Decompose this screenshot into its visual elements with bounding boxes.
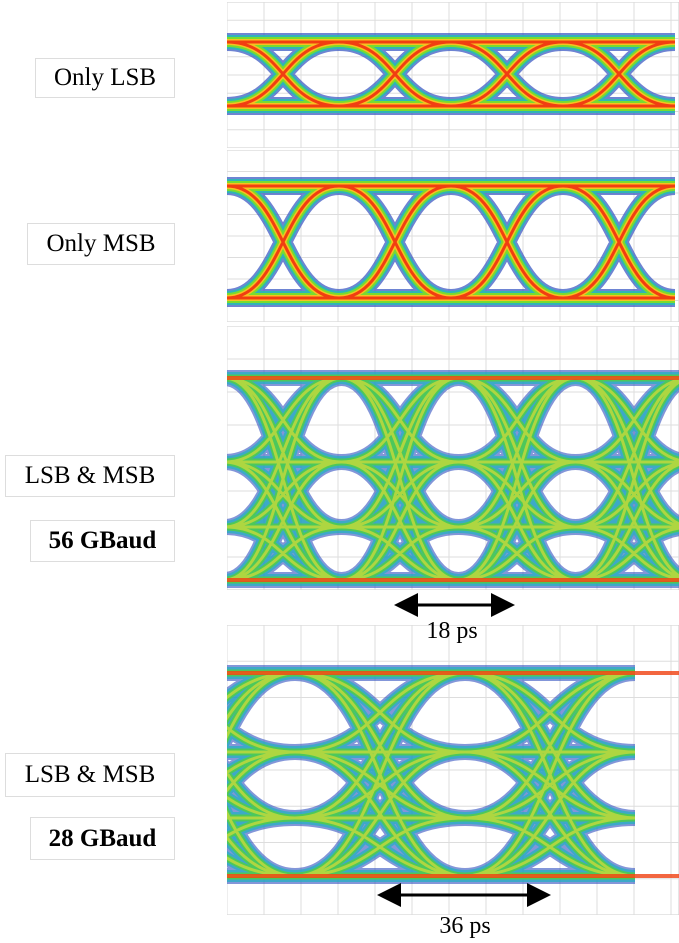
eye-panel xyxy=(227,150,679,322)
panel-label: 56 GBaud xyxy=(30,520,175,562)
eye-panel xyxy=(227,625,679,915)
panel-label: Only LSB xyxy=(35,58,175,98)
eye-panel xyxy=(227,2,679,148)
panel-label: 28 GBaud xyxy=(30,817,175,860)
eye-panel xyxy=(227,326,679,590)
eye-trace xyxy=(227,40,676,108)
panel-label: LSB & MSB xyxy=(5,455,175,497)
period-label: 36 ps xyxy=(439,913,490,939)
panel-label: Only MSB xyxy=(27,223,175,265)
eye-trace xyxy=(227,184,676,300)
period-label: 18 ps xyxy=(426,618,477,644)
panel-label: LSB & MSB xyxy=(5,753,175,797)
eye-trace xyxy=(227,671,636,878)
